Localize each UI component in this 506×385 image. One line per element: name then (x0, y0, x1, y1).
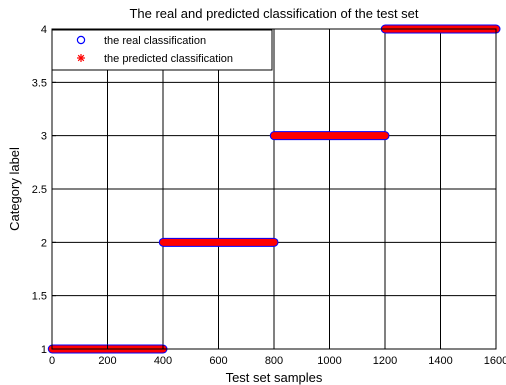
chart-title: The real and predicted classification of… (129, 6, 418, 21)
legend-label-real: the real classification (104, 35, 206, 47)
x-tick-label: 200 (98, 355, 116, 367)
x-tick-label: 400 (154, 355, 172, 367)
x-tick-label: 1600 (484, 355, 506, 367)
y-tick-label: 3 (41, 131, 47, 143)
y-tick-label: 3.5 (32, 77, 47, 89)
y-axis-label: Category label (7, 147, 22, 231)
x-tick-label: 1000 (317, 355, 341, 367)
x-axis-label: Test set samples (226, 370, 323, 385)
x-tick-label: 1200 (373, 355, 397, 367)
legend-marker-real (76, 35, 86, 45)
axis-ticks: 0 200 400 600 800 1000 1200 1400 1600 1 1.5 2 2.5 3 3.… (32, 24, 506, 367)
asterisk-stroke (77, 54, 85, 62)
legend: the real classification the predicted cl… (51, 29, 273, 71)
legend-box (51, 29, 273, 71)
y-tick-label: 2 (41, 237, 47, 249)
x-tick-label: 600 (209, 355, 227, 367)
legend-marker-predicted (77, 54, 85, 62)
legend-label-predicted: the predicted classification (104, 53, 233, 65)
x-tick-label: 0 (49, 355, 55, 367)
x-tick-label: 800 (265, 355, 283, 367)
y-tick-label: 1 (41, 344, 47, 356)
x-tick-label: 1400 (428, 355, 452, 367)
y-tick-label: 2.5 (32, 184, 47, 196)
grid (52, 29, 496, 349)
y-tick-label: 4 (41, 24, 47, 36)
y-tick-label: 1.5 (32, 291, 47, 303)
